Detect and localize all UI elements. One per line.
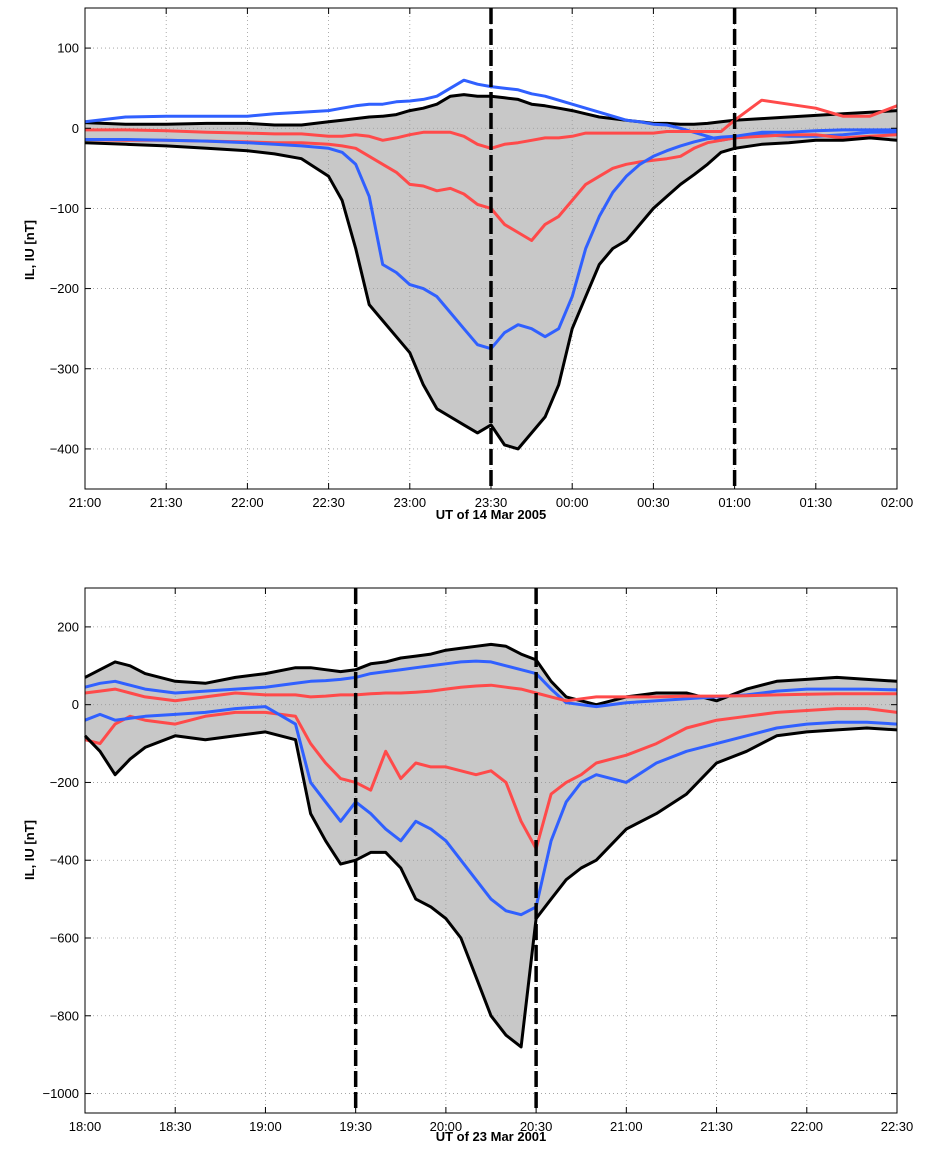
x-axis-label: UT of 23 Mar 2001 bbox=[436, 1129, 547, 1144]
series-line-5 bbox=[84, 705, 898, 917]
y-tick-label-3: −200 bbox=[50, 281, 79, 296]
y-tick-label-5: −800 bbox=[50, 1008, 79, 1023]
y-tick-label-5: −400 bbox=[50, 441, 79, 456]
y-tick-label-1: 0 bbox=[72, 697, 79, 712]
x-tick-label-4: 20:00 bbox=[430, 1119, 463, 1134]
x-tick-label-9: 01:30 bbox=[800, 495, 833, 510]
y-tick-label-4: −600 bbox=[50, 931, 79, 946]
y-axis-label: IL, IU [nT] bbox=[22, 820, 37, 880]
x-tick-label-0: 21:00 bbox=[69, 495, 102, 510]
series-line-1 bbox=[84, 93, 898, 127]
series-line-3 bbox=[85, 98, 898, 150]
y-tick-label-2: −100 bbox=[50, 201, 79, 216]
x-tick-label-7: 21:30 bbox=[700, 1119, 733, 1134]
series-line-6 bbox=[84, 136, 898, 451]
x-tick-label-1: 21:30 bbox=[150, 495, 183, 510]
x-tick-label-6: 21:00 bbox=[610, 1119, 643, 1134]
x-tick-label-7: 00:30 bbox=[637, 495, 670, 510]
series-line-4 bbox=[84, 133, 898, 242]
x-axis-label: UT of 14 Mar 2005 bbox=[436, 507, 547, 522]
x-tick-label-3: 19:30 bbox=[339, 1119, 372, 1134]
chart-panel-1: 21:00 21:30 22:00 22:30 23:00 23:30 00:00 00:30… bbox=[22, 7, 914, 522]
series-line-3 bbox=[84, 683, 897, 703]
x-tick-label-2: 19:00 bbox=[249, 1119, 282, 1134]
x-tick-label-8: 01:00 bbox=[718, 495, 751, 510]
x-tick-label-3: 22:30 bbox=[312, 495, 345, 510]
y-tick-label-0: 100 bbox=[57, 41, 79, 56]
y-tick-label-6: −1000 bbox=[42, 1086, 79, 1101]
x-tick-label-5: 20:30 bbox=[520, 1119, 553, 1134]
y-axis-label: IL, IU [nT] bbox=[22, 220, 37, 280]
y-tick-label-1: 0 bbox=[72, 121, 79, 136]
x-tick-label-8: 22:00 bbox=[791, 1119, 824, 1134]
x-tick-label-6: 00:00 bbox=[556, 495, 589, 510]
x-tick-label-1: 18:30 bbox=[159, 1119, 192, 1134]
series-line-6 bbox=[83, 726, 898, 1049]
x-tick-label-5: 23:30 bbox=[475, 495, 508, 510]
x-tick-label-2: 22:00 bbox=[231, 495, 264, 510]
x-tick-label-0: 18:00 bbox=[69, 1119, 102, 1134]
series-line-5 bbox=[85, 128, 897, 351]
y-tick-label-4: −300 bbox=[50, 361, 79, 376]
chart-panel-2: 18:00 18:30 19:00 19:30 20:00 20:30 21:00 21:30… bbox=[22, 587, 914, 1144]
envelope-fill bbox=[85, 644, 897, 1047]
x-tick-label-9: 22:30 bbox=[881, 1119, 914, 1134]
x-tick-label-10: 02:00 bbox=[881, 495, 914, 510]
y-tick-label-2: −200 bbox=[50, 775, 79, 790]
series-line-4 bbox=[84, 707, 898, 851]
plot-frame bbox=[84, 587, 898, 1114]
y-tick-label-0: 200 bbox=[57, 619, 79, 634]
y-tick-label-3: −400 bbox=[50, 853, 79, 868]
x-tick-label-4: 23:00 bbox=[394, 495, 427, 510]
series-line-2 bbox=[84, 659, 898, 709]
